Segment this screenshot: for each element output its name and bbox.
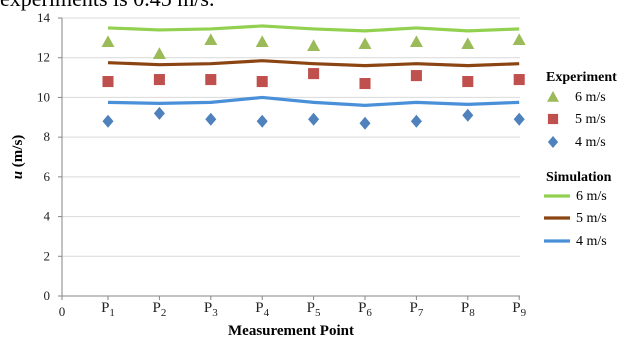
y-tick-label: 14: [37, 10, 51, 25]
legend-item-label: 5 m/s: [576, 211, 607, 226]
legend-item-label: 6 m/s: [576, 189, 607, 204]
x-tick-label: P9: [512, 300, 526, 319]
data-point: [547, 136, 559, 148]
y-tick-label: 0: [44, 288, 51, 303]
data-point: [205, 112, 217, 126]
data-point: [358, 37, 372, 50]
y-tick-label: 8: [44, 129, 51, 144]
y-tick-label: 6: [44, 169, 51, 184]
data-point: [513, 74, 525, 86]
x-tick-label: P5: [307, 300, 321, 319]
data-point: [359, 116, 371, 130]
legend-item-label: 6 m/s: [575, 90, 606, 105]
data-point: [409, 35, 423, 48]
data-point: [308, 68, 320, 80]
y-axis-label: u (m/s): [10, 135, 26, 180]
x-tick-label: P4: [255, 300, 269, 319]
data-point: [204, 33, 218, 46]
y-tick-label: 4: [44, 209, 51, 224]
data-point: [547, 113, 559, 125]
data-point: [101, 35, 115, 48]
y-tick-label: 2: [44, 248, 51, 263]
data-point: [255, 35, 269, 48]
legend-item-label: 5 m/s: [575, 112, 606, 127]
data-point: [102, 76, 114, 88]
data-point: [308, 112, 320, 126]
x-tick-label: P2: [152, 300, 166, 319]
axes: [58, 17, 520, 300]
x-tick-label: P1: [101, 300, 115, 319]
y-tick-label: 12: [37, 50, 50, 65]
simulation-line: [107, 59, 520, 68]
y-tick-label: 10: [37, 89, 50, 104]
x-tick-label: P3: [204, 300, 218, 319]
legend-item-label: 4 m/s: [576, 234, 607, 249]
legend-simulation-title: Simulation: [546, 170, 612, 185]
simulation-lines: [107, 24, 520, 107]
x-tick-label: P8: [461, 300, 475, 319]
data-point: [256, 114, 268, 128]
data-point: [152, 47, 166, 59]
data-point: [359, 78, 371, 90]
gridlines: [62, 17, 520, 257]
x-tick-label: P6: [358, 300, 372, 319]
x-tick-label: 0: [59, 304, 66, 319]
simulation-line: [107, 95, 520, 107]
caption-fragment: experiments is 0.45 m/s.: [0, 0, 214, 12]
x-tick-labels: 0 P1 P2 P3 P4 P5 P6 P7 P8 P9: [59, 300, 527, 319]
legend-item-label: 4 m/s: [575, 135, 606, 150]
x-axis-label: Measurement Point: [228, 323, 354, 339]
data-point: [461, 37, 475, 50]
data-point: [512, 33, 526, 46]
data-point: [410, 114, 422, 128]
simulation-line: [107, 24, 520, 33]
data-point: [153, 106, 165, 120]
legend-experiment-title: Experiment: [546, 70, 617, 85]
data-point: [462, 76, 474, 88]
data-point: [410, 70, 422, 82]
data-point: [462, 108, 474, 122]
data-point: [547, 91, 559, 102]
data-point: [513, 112, 525, 126]
y-tick-labels: 0 2 4 6 8 10 12 14: [37, 10, 51, 303]
data-point: [256, 76, 268, 88]
data-point: [102, 114, 114, 128]
data-point: [307, 39, 321, 51]
experiment-markers: [101, 33, 526, 130]
data-point: [153, 74, 165, 86]
legend: Experiment 6 m/s 5 m/s 4 m/s Simulation 6 m/s…: [544, 70, 617, 249]
x-tick-label: P7: [409, 300, 423, 319]
data-point: [205, 74, 217, 86]
